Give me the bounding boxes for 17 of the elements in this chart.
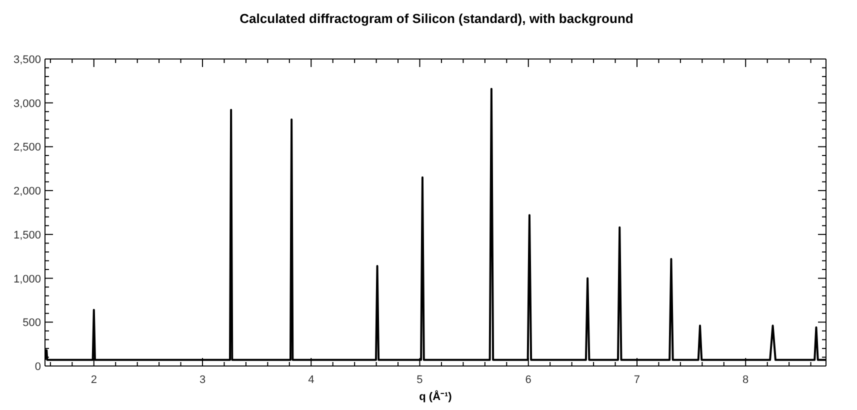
y-tick-label: 3,000 [13, 98, 41, 110]
y-tick-label: 1,000 [13, 273, 41, 286]
x-tick-label: 4 [308, 374, 314, 386]
chart-title: Calculated diffractogram of Silicon (standard), with background [240, 11, 634, 26]
x-tick-label: 7 [634, 374, 640, 386]
x-tick-label: 2 [90, 374, 97, 386]
x-tick-label: 3 [199, 374, 206, 386]
x-tick-label: 8 [742, 374, 749, 386]
y-tick-label: 2,000 [13, 186, 41, 198]
y-tick-label: 500 [22, 317, 41, 330]
y-tick-label: 0 [34, 361, 41, 373]
y-tick-label: 2,500 [13, 142, 41, 154]
y-tick-label: 3,500 [13, 54, 41, 66]
x-tick-label: 6 [525, 374, 532, 386]
x-axis-title: q (Å⁻¹) [419, 390, 452, 403]
y-tick-label: 1,500 [13, 229, 41, 242]
x-tick-label: 5 [416, 374, 423, 386]
